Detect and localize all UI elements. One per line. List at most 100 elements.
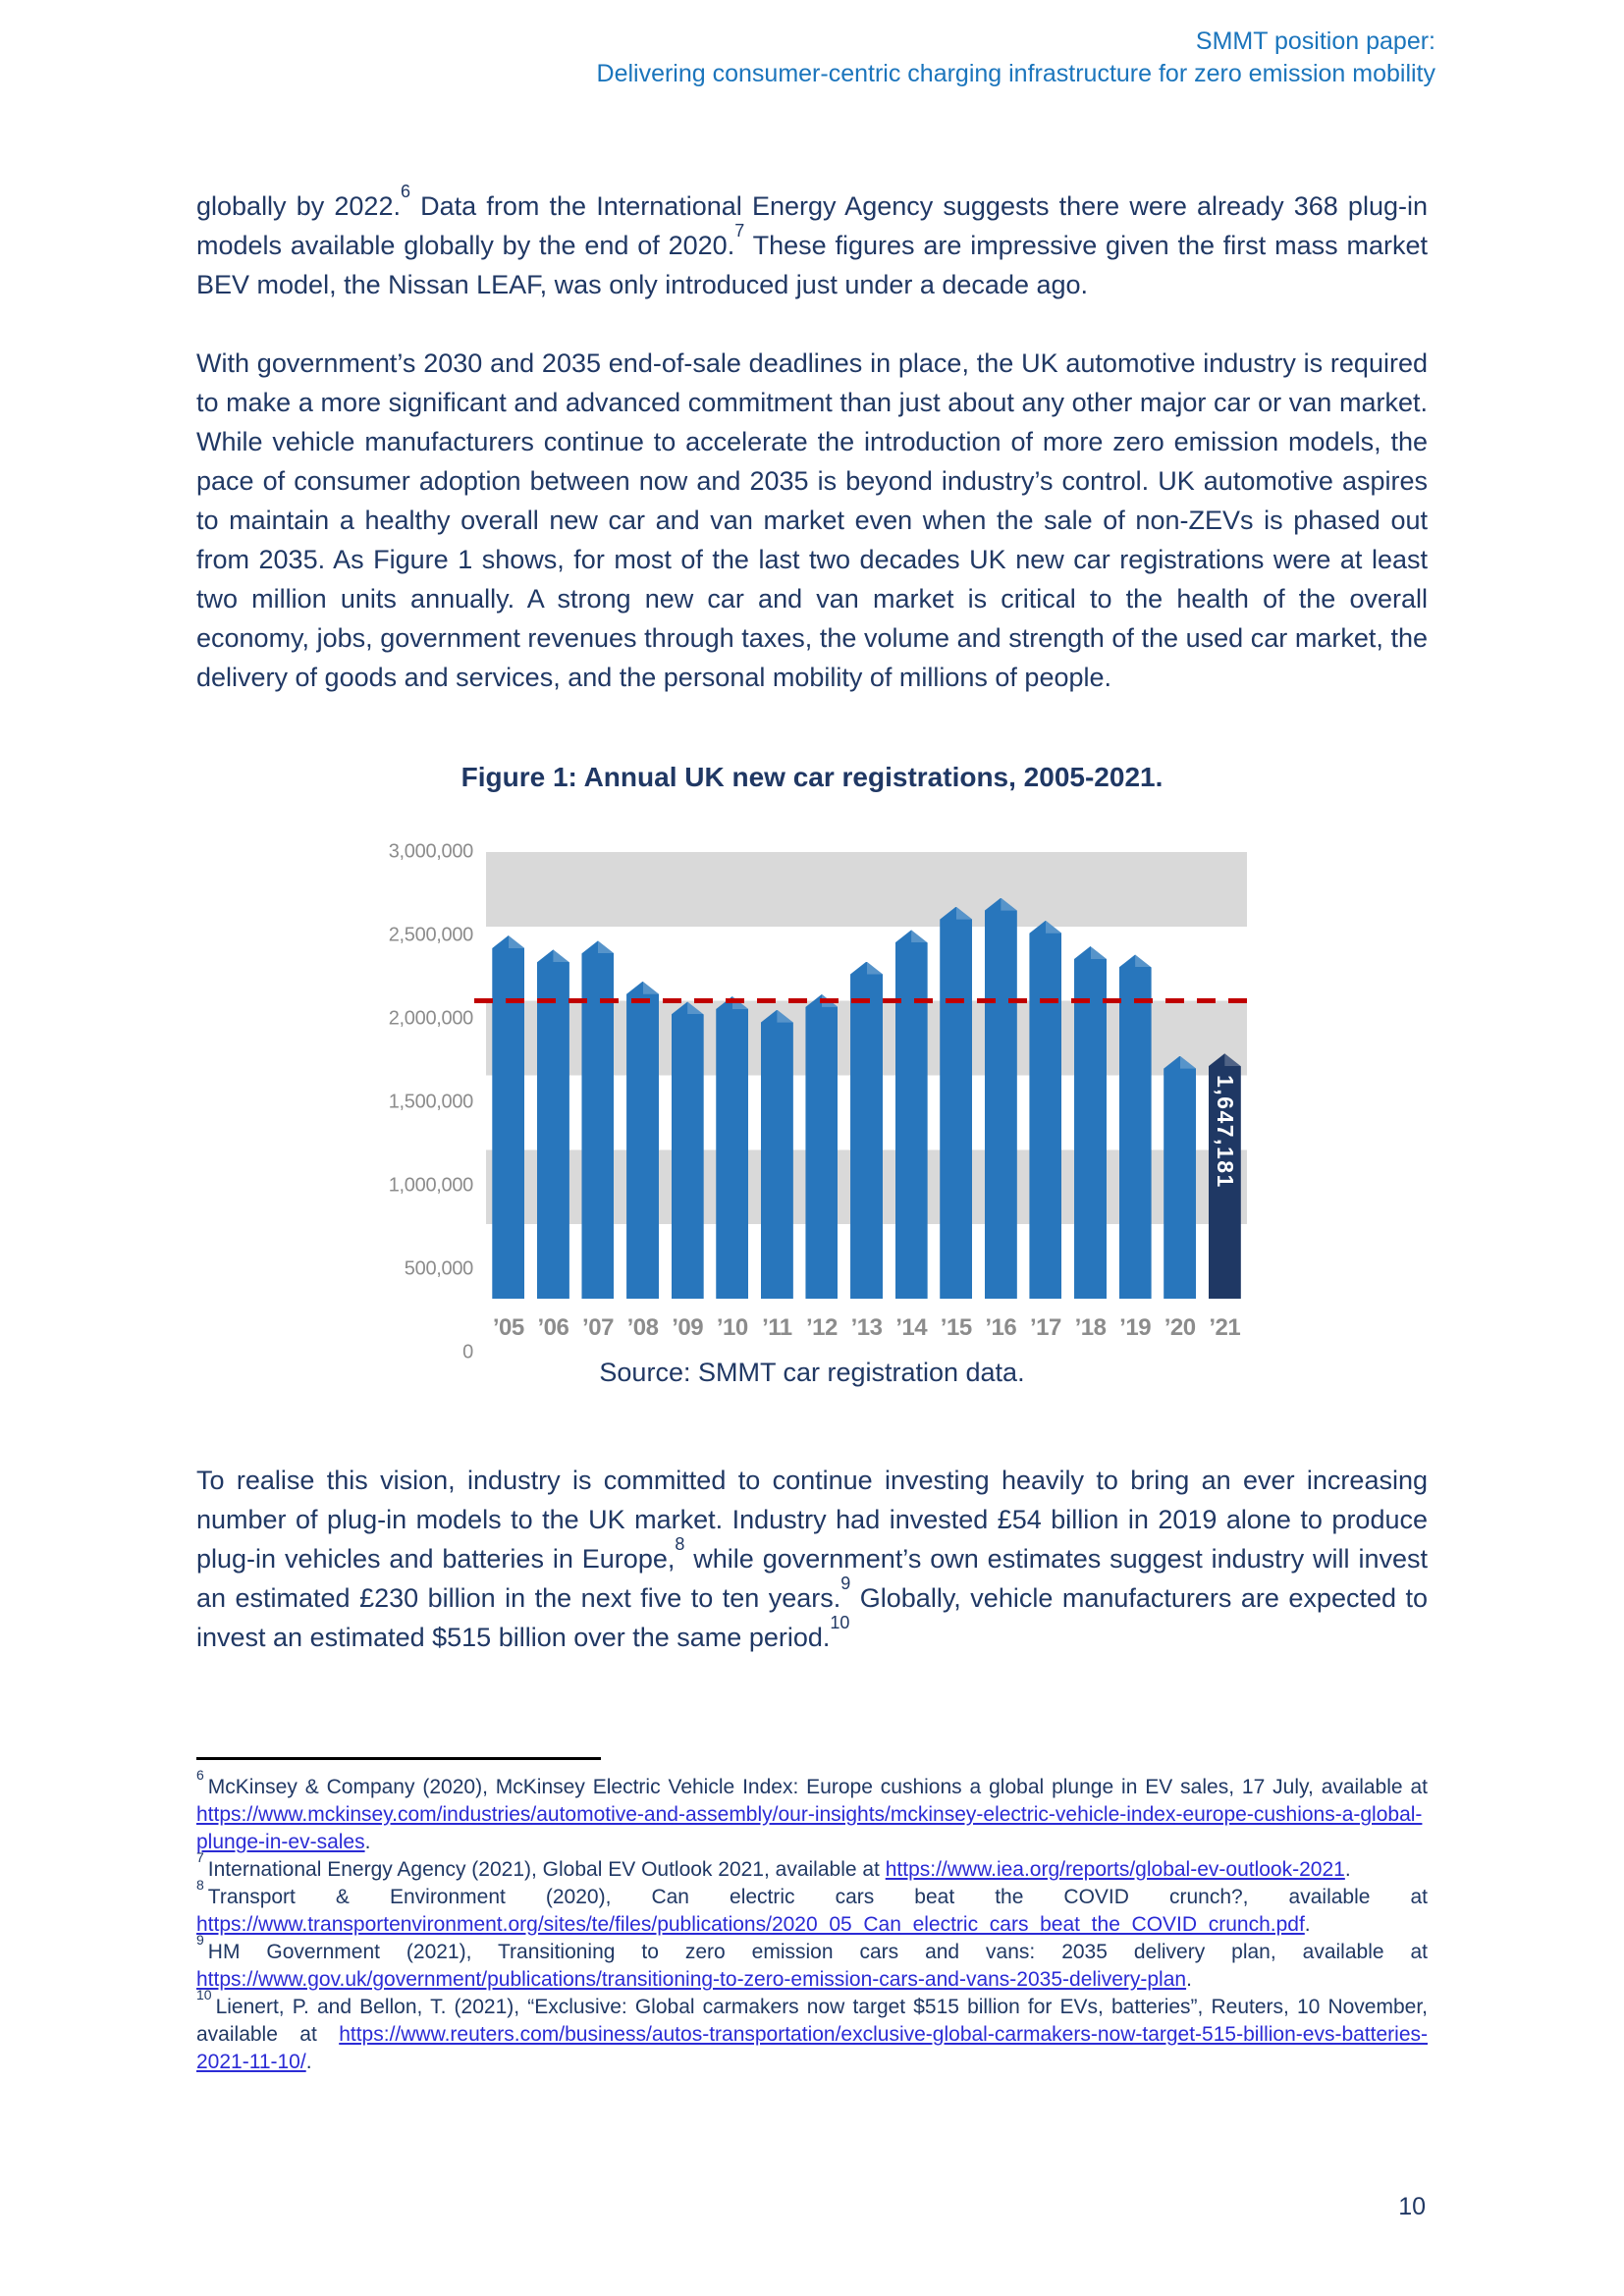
x-tick-label: ’13: [850, 1314, 883, 1341]
footnote-text: .: [364, 1831, 371, 1853]
paragraph-3-text: while government’s own estimates suggest…: [196, 1544, 1428, 1613]
footnote-link[interactable]: https://www.gov.uk/government/publicatio…: [196, 1968, 1187, 1991]
footnotes-section: 6McKinsey & Company (2020), McKinsey Ele…: [196, 1768, 1428, 2076]
paragraph-1-text: Data from the International Energy Agenc…: [196, 191, 1428, 260]
x-tick-label: ’10: [716, 1314, 748, 1341]
footnote-ref-10: 10: [830, 1612, 850, 1632]
header-line-2: Delivering consumer-centric charging inf…: [596, 60, 1435, 87]
y-tick-label: 1,000,000: [388, 1174, 474, 1197]
bar-cell: [844, 852, 890, 1299]
x-axis-labels: ’05 ’06 ’07 ’08 ’09 ’10 ’11 ’12 ’13 ’14 ’15 ’16 ’17 ’…: [486, 1299, 1247, 1342]
chart-bars: 1,647,181: [486, 852, 1247, 1299]
footnote-marker: 7: [196, 1849, 204, 1866]
y-tick-label: 500,000: [404, 1257, 474, 1280]
footnote-item: 6McKinsey & Company (2020), McKinsey Ele…: [196, 1768, 1428, 1856]
footnote-ref-6: 6: [400, 181, 410, 201]
bar-value-label: 1,647,181: [1212, 1075, 1238, 1190]
bar-cell: [665, 852, 710, 1299]
x-tick-label: ’15: [940, 1314, 972, 1341]
header-line-1: SMMT position paper:: [1195, 27, 1435, 55]
bar-10: [716, 996, 749, 1299]
bar-19: [1118, 954, 1152, 1299]
footnote-text: Transport & Environment (2020), Can elec…: [207, 1886, 1428, 1908]
bar-cell: [531, 852, 576, 1299]
reference-line-2m: [474, 998, 1247, 1004]
x-tick-label: ’08: [626, 1314, 659, 1341]
bar-09: [671, 1001, 704, 1299]
bar-15: [940, 906, 973, 1299]
bar-21: 1,647,181: [1208, 1053, 1241, 1299]
x-tick-label: ’21: [1209, 1314, 1241, 1341]
figure-title: Figure 1: Annual UK new car registration…: [460, 762, 1164, 792]
bar-13: [850, 961, 884, 1299]
paragraph-1-text: globally by 2022.: [196, 191, 401, 221]
page-content: globally by 2022.6 Data from the Interna…: [0, 183, 1624, 2076]
footnote-text: International Energy Agency (2021), Glob…: [207, 1858, 886, 1881]
chart-plot-area: 1,647,181 ’05 ’06 ’07 ’08 ’09 ’10 ’11 ’12 ’13 ’14…: [474, 852, 1247, 1341]
paragraph-3-text: Globally, vehicle manufacturers are expe…: [196, 1583, 1428, 1652]
footnote-ref-9: 9: [840, 1573, 851, 1593]
footnote-link[interactable]: https://www.iea.org/reports/global-ev-ou…: [885, 1858, 1345, 1881]
paragraph-2-text: With government’s 2030 and 2035 end-of-s…: [196, 348, 1428, 692]
bar-cell: [1068, 852, 1113, 1299]
bar-cell: [889, 852, 934, 1299]
footnote-text: Lienert, P. and Bellon, T. (2021), “Excl…: [196, 1996, 1428, 2046]
bar-11: [760, 1009, 793, 1299]
y-tick-label: 0: [462, 1341, 473, 1363]
figure-source: Source: SMMT car registration data.: [599, 1358, 1025, 1387]
x-tick-label: ’07: [582, 1314, 614, 1341]
bar-cell: 1,647,181: [1203, 852, 1248, 1299]
bar-chart: 3,000,000 2,500,000 2,000,000 1,500,000 1,00…: [196, 841, 1428, 1363]
paragraph-3-text: To realise this vision, industry is comm…: [196, 1466, 1428, 1574]
footnote-text: .: [1304, 1913, 1311, 1936]
x-tick-label: ’18: [1074, 1314, 1107, 1341]
x-tick-label: ’14: [895, 1314, 928, 1341]
x-tick-label: ’19: [1119, 1314, 1152, 1341]
paragraph-1-text: These figures are impressive given the f…: [196, 231, 1428, 299]
footnote-link[interactable]: https://www.transportenvironment.org/sit…: [196, 1913, 1305, 1936]
footnote-item: 7International Energy Agency (2021), Glo…: [196, 1850, 1428, 1884]
bar-cell: [710, 852, 755, 1299]
x-tick-label: ’11: [762, 1314, 792, 1341]
x-tick-label: ’20: [1164, 1314, 1196, 1341]
x-tick-label: ’17: [1029, 1314, 1061, 1341]
footnote-text: HM Government (2021), Transitioning to z…: [207, 1941, 1428, 1963]
footnote-item: 9HM Government (2021), Transitioning to …: [196, 1933, 1428, 1994]
bar-18: [1074, 945, 1108, 1299]
footnote-separator: [196, 1757, 601, 1760]
page-number: 10: [1398, 2193, 1426, 2220]
footnote-marker: 6: [196, 1767, 204, 1784]
bar-06: [536, 949, 569, 1299]
footnote-text: .: [1186, 1968, 1192, 1991]
bar-cell: [1158, 852, 1203, 1299]
footnote-marker: 9: [196, 1932, 204, 1949]
bar-14: [894, 930, 928, 1299]
bar-20: [1164, 1055, 1197, 1299]
x-tick-label: ’16: [985, 1314, 1017, 1341]
bar-12: [805, 993, 839, 1299]
bar-07: [581, 940, 615, 1299]
bar-cell: [934, 852, 979, 1299]
bar-08: [626, 981, 660, 1299]
y-tick-label: 1,500,000: [388, 1091, 474, 1113]
bar-cell: [621, 852, 666, 1299]
bar-cell: [755, 852, 800, 1299]
bar-cell: [799, 852, 844, 1299]
y-tick-label: 2,500,000: [388, 924, 474, 946]
bar-cell: [1112, 852, 1158, 1299]
footnote-marker: 8: [196, 1877, 204, 1894]
footnote-link[interactable]: https://www.reuters.com/business/autos-t…: [196, 2023, 1428, 2073]
paragraph-1: globally by 2022.6 Data from the Interna…: [196, 183, 1428, 304]
x-tick-label: ’06: [537, 1314, 569, 1341]
footnote-marker: 10: [196, 1987, 212, 2003]
y-tick-label: 2,000,000: [388, 1007, 474, 1030]
bar-16: [984, 897, 1017, 1299]
bar-cell: [575, 852, 621, 1299]
footnote-text: .: [1344, 1858, 1351, 1881]
footnote-link[interactable]: https://www.mckinsey.com/industries/auto…: [196, 1803, 1423, 1853]
bar-05: [492, 934, 525, 1299]
paragraph-2: With government’s 2030 and 2035 end-of-s…: [196, 344, 1428, 697]
bar-cell: [979, 852, 1024, 1299]
paragraph-3: To realise this vision, industry is comm…: [196, 1461, 1428, 1657]
